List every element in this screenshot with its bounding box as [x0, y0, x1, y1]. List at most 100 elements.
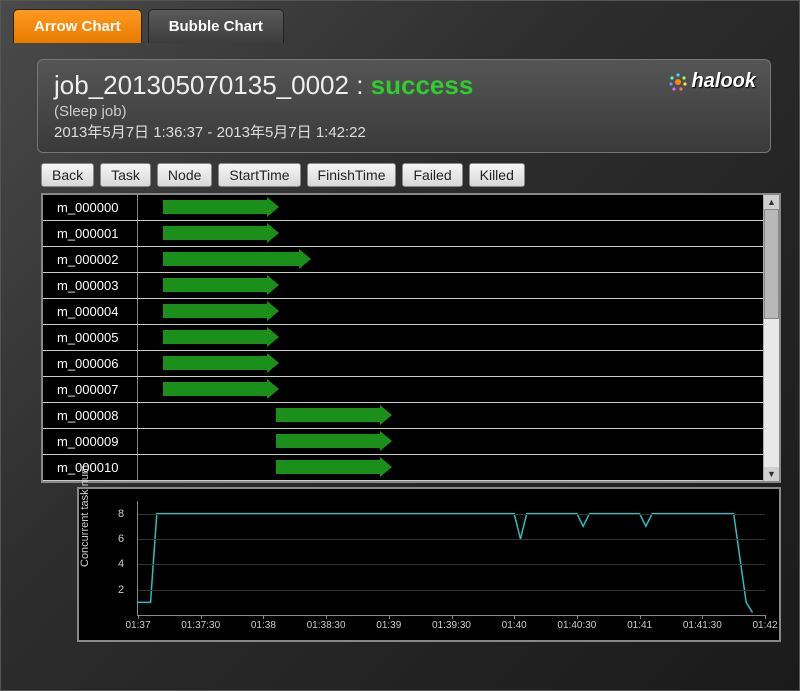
- linechart-xtick-mark: [389, 615, 390, 619]
- linechart-gridline: [138, 539, 765, 540]
- linechart-xtick-mark: [702, 615, 703, 619]
- gantt-arrow-bar: [276, 460, 382, 474]
- linechart-y-label: Concurrent task num: [79, 464, 91, 566]
- linechart-xtick-mark: [514, 615, 515, 619]
- linechart-xtick-mark: [765, 615, 766, 619]
- gantt-arrow-bar: [163, 200, 269, 214]
- job-status: success: [371, 70, 474, 100]
- gantt-arrow-bar: [163, 252, 301, 266]
- gantt-bar-area: [138, 273, 763, 298]
- gantt-row[interactable]: m_000004: [43, 299, 763, 325]
- gantt-bar-area: [138, 455, 763, 480]
- gantt-bar-area: [138, 325, 763, 350]
- scroll-down-icon[interactable]: ▼: [764, 467, 779, 481]
- finishtime-button[interactable]: FinishTime: [307, 163, 397, 187]
- linechart-xtick: 01:39: [376, 620, 401, 631]
- linechart-xtick: 01:41:30: [683, 620, 722, 631]
- gantt-arrow-bar: [163, 278, 269, 292]
- logo-icon: [668, 72, 688, 92]
- job-subtitle: (Sleep job): [54, 103, 754, 120]
- gantt-bar-area: [138, 351, 763, 376]
- linechart-gridline: [138, 564, 765, 565]
- gantt-arrow-bar: [163, 226, 269, 240]
- gantt-row-label: m_000007: [43, 377, 138, 402]
- app-window: halook Arrow Chart Bubble Chart job_2013…: [0, 0, 800, 691]
- linechart-xtick-mark: [452, 615, 453, 619]
- failed-button[interactable]: Failed: [402, 163, 462, 187]
- gantt-row[interactable]: m_000007: [43, 377, 763, 403]
- gantt-row[interactable]: m_000001: [43, 221, 763, 247]
- gantt-bar-area: [138, 247, 763, 272]
- job-id: job_201305070135_0002: [54, 70, 349, 100]
- gantt-panel: m_000000m_000001m_000002m_000003m_000004…: [41, 193, 781, 483]
- gantt-row-label: m_000004: [43, 299, 138, 324]
- gantt-row-label: m_000009: [43, 429, 138, 454]
- gantt-row[interactable]: m_000005: [43, 325, 763, 351]
- gantt-bar-area: [138, 299, 763, 324]
- gantt-arrow-bar: [163, 330, 269, 344]
- linechart-xtick: 01:39:30: [432, 620, 471, 631]
- linechart-xtick: 01:41: [627, 620, 652, 631]
- logo-text: halook: [692, 70, 756, 93]
- gantt-bar-area: [138, 429, 763, 454]
- linechart-gridline: [138, 514, 765, 515]
- gantt-bar-area: [138, 195, 763, 220]
- linechart-svg: [138, 501, 765, 615]
- gantt-row[interactable]: m_000000: [43, 195, 763, 221]
- job-sep: :: [349, 70, 371, 100]
- linechart-xtick-mark: [201, 615, 202, 619]
- gantt-row[interactable]: m_000008: [43, 403, 763, 429]
- killed-button[interactable]: Killed: [469, 163, 525, 187]
- linechart-xtick: 01:38: [251, 620, 276, 631]
- scroll-up-icon[interactable]: ▲: [764, 195, 779, 209]
- tab-arrow-chart[interactable]: Arrow Chart: [13, 9, 142, 43]
- gantt-row[interactable]: m_000003: [43, 273, 763, 299]
- gantt-row-label: m_000005: [43, 325, 138, 350]
- gantt-row[interactable]: m_000010: [43, 455, 763, 481]
- linechart-xtick: 01:40: [502, 620, 527, 631]
- gantt-bar-area: [138, 403, 763, 428]
- gantt-bar-area: [138, 221, 763, 246]
- linechart-xtick: 01:37:30: [181, 620, 220, 631]
- linechart-xtick-mark: [138, 615, 139, 619]
- job-title: job_201305070135_0002 : success: [54, 70, 754, 101]
- starttime-button[interactable]: StartTime: [218, 163, 300, 187]
- gantt-row-label: m_000003: [43, 273, 138, 298]
- gantt-arrow-bar: [163, 382, 269, 396]
- gantt-body: m_000000m_000001m_000002m_000003m_000004…: [43, 195, 763, 481]
- linechart-plot: 246801:3701:37:3001:3801:38:3001:3901:39…: [137, 501, 765, 616]
- linechart-xtick-mark: [326, 615, 327, 619]
- gantt-row-label: m_000002: [43, 247, 138, 272]
- linechart-panel: Concurrent task num 246801:3701:37:3001:…: [77, 487, 781, 642]
- linechart-xtick-mark: [263, 615, 264, 619]
- logo: halook: [668, 70, 756, 93]
- gantt-arrow-bar: [276, 408, 382, 422]
- back-button[interactable]: Back: [41, 163, 94, 187]
- gantt-row-label: m_000008: [43, 403, 138, 428]
- gantt-row[interactable]: m_000002: [43, 247, 763, 273]
- gantt-arrow-bar: [163, 304, 269, 318]
- gantt-arrow-bar: [276, 434, 382, 448]
- linechart-ytick: 8: [118, 508, 124, 520]
- job-timerange: 2013年5月7日 1:36:37 - 2013年5月7日 1:42:22: [54, 121, 754, 142]
- gantt-row[interactable]: m_000009: [43, 429, 763, 455]
- gantt-row-label: m_000001: [43, 221, 138, 246]
- scroll-thumb[interactable]: [764, 209, 779, 319]
- gantt-arrow-bar: [163, 356, 269, 370]
- linechart-gridline: [138, 590, 765, 591]
- linechart-xtick: 01:42: [752, 620, 777, 631]
- gantt-scrollbar[interactable]: ▲ ▼: [763, 195, 779, 481]
- task-button[interactable]: Task: [100, 163, 151, 187]
- tab-bubble-chart[interactable]: Bubble Chart: [148, 9, 284, 43]
- gantt-row-label: m_000000: [43, 195, 138, 220]
- linechart-xtick-mark: [640, 615, 641, 619]
- linechart-ytick: 4: [118, 558, 124, 570]
- tab-bar: Arrow Chart Bubble Chart: [1, 1, 799, 43]
- gantt-bar-area: [138, 377, 763, 402]
- node-button[interactable]: Node: [157, 163, 212, 187]
- linechart-ytick: 2: [118, 584, 124, 596]
- gantt-row-label: m_000006: [43, 351, 138, 376]
- linechart-line: [138, 514, 752, 613]
- gantt-row[interactable]: m_000006: [43, 351, 763, 377]
- linechart-ytick: 6: [118, 533, 124, 545]
